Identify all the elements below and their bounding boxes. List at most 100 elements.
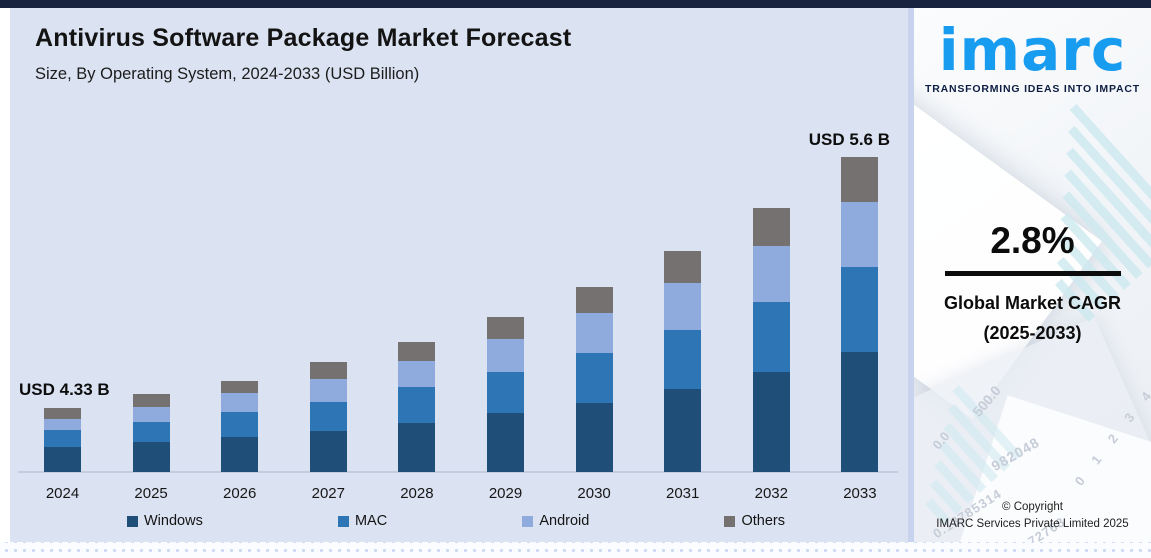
legend-swatch-android	[522, 515, 534, 527]
bar-2030-windows-segment	[575, 403, 613, 472]
legend-swatch-others	[724, 515, 736, 527]
x-axis-line	[18, 471, 898, 473]
legend-label-android: Android	[539, 513, 590, 529]
copyright-line1: © Copyright	[1002, 500, 1063, 513]
bar-2028-others-segment	[398, 342, 436, 361]
x-axis-label-2024: 2024	[45, 485, 80, 502]
bar-2032-others-segment	[752, 208, 790, 246]
bar-2031-mac-segment	[664, 330, 702, 389]
x-axis-label-2027: 2027	[311, 485, 345, 502]
bar-2024-others-segment	[44, 408, 81, 419]
bar-2025-others-segment	[132, 394, 170, 407]
bar-2028-android-segment	[398, 361, 436, 387]
bar-2030-android-segment	[575, 313, 613, 353]
bar-2025-mac-segment	[132, 422, 170, 442]
bar-2026-android-segment	[221, 393, 259, 412]
legend: Windows MAC Android Others	[127, 513, 785, 529]
cagr-block: 2.8% Global Market CAGR (2025-2033)	[914, 220, 1151, 348]
imarc-logo: imarc TRANSFORMING IDEAS INTO IMPACT	[914, 20, 1151, 95]
top-border-strip	[0, 0, 1151, 8]
legend-item-others: Others	[724, 513, 785, 529]
annotation-2033-total: USD 5.6 B	[808, 130, 890, 149]
cagr-value: 2.8%	[990, 220, 1075, 261]
bar-2024	[44, 408, 81, 472]
bar-2025	[132, 394, 170, 472]
bottom-border-strip	[0, 542, 1151, 558]
bar-2028-mac-segment	[398, 387, 436, 423]
bar-2029	[487, 317, 524, 472]
bar-2030-mac-segment	[575, 353, 613, 403]
bar-2025-windows-segment	[132, 442, 170, 472]
cagr-label-line2: (2025-2033)	[983, 322, 1082, 343]
decor-bar	[934, 460, 975, 504]
bar-2032-android-segment	[752, 246, 790, 302]
x-axis-label-2031: 2031	[666, 485, 700, 502]
bar-2028-windows-segment	[398, 423, 436, 472]
bar-2024-android-segment	[44, 419, 81, 430]
chart-panel: Antivirus Software Package Market Foreca…	[10, 8, 908, 542]
bar-2026-others-segment	[221, 381, 259, 393]
x-axis-label-2032: 2032	[754, 485, 788, 502]
legend-swatch-mac	[337, 515, 349, 527]
bar-2032-mac-segment	[752, 302, 790, 372]
copyright-line2: IMARC Services Private Limited 2025	[936, 517, 1129, 530]
bar-2027	[309, 362, 347, 472]
bar-2027-windows-segment	[309, 431, 347, 472]
bar-2027-others-segment	[309, 362, 347, 379]
x-axis-label-2030: 2030	[577, 485, 611, 502]
decor-watermark-number: 0.0	[929, 428, 953, 453]
legend-item-android: Android	[522, 513, 589, 529]
legend-item-mac: MAC	[337, 513, 388, 529]
imarc-tagline: TRANSFORMING IDEAS INTO IMPACT	[925, 82, 1140, 95]
decor-bar	[938, 441, 987, 493]
bar-2032	[752, 208, 790, 472]
cagr-label-line1: Global Market CAGR	[943, 293, 1122, 313]
bar-2029-windows-segment	[487, 413, 524, 472]
bar-2033-windows-segment	[841, 352, 879, 472]
bar-2024-mac-segment	[44, 430, 81, 447]
chart-subtitle: Size, By Operating System, 2024-2033 (US…	[35, 65, 420, 83]
brand-panel: 500.0 0.0 0 1 2 3 4 982048 0.13785314 72768 i…	[908, 8, 1151, 542]
bar-2029-others-segment	[487, 317, 524, 339]
plot-area: 2024 2025 2026 2027 2028 2029 2030 2031 2032 2033	[10, 8, 908, 542]
cagr-divider	[944, 271, 1121, 276]
legend-label-windows: Windows	[144, 513, 203, 529]
decor-bar	[1069, 103, 1151, 237]
decor-watermark-number: 500.0	[969, 382, 1004, 420]
bar-2026-mac-segment	[221, 412, 259, 437]
legend-swatch-windows	[127, 515, 138, 527]
bar-2033-android-segment	[841, 202, 879, 267]
x-axis-label-2029: 2029	[488, 485, 523, 502]
decor-watermark-number: 982048	[988, 433, 1043, 475]
bar-2029-mac-segment	[487, 372, 524, 413]
bar-2033	[841, 157, 879, 472]
bar-2028	[398, 342, 436, 472]
bar-2031-android-segment	[664, 283, 702, 330]
bar-2029-android-segment	[487, 339, 524, 372]
bar-2026-windows-segment	[221, 437, 259, 472]
annotation-2024-total: USD 4.33 B	[19, 380, 110, 399]
bar-2030-others-segment	[575, 287, 613, 313]
chart-title: Antivirus Software Package Market Foreca…	[35, 24, 572, 52]
x-axis-label-2028: 2028	[400, 485, 434, 502]
bar-2030	[575, 287, 613, 472]
x-axis-label-2033: 2033	[843, 485, 877, 502]
bar-2033-others-segment	[841, 157, 879, 202]
bar-2027-android-segment	[309, 379, 347, 402]
imarc-logo-text: imarc	[938, 16, 1127, 84]
bar-2026	[221, 381, 259, 472]
legend-label-mac: MAC	[354, 513, 388, 529]
bar-2024-windows-segment	[44, 447, 81, 472]
bar-2031-windows-segment	[664, 389, 702, 472]
bar-2032-windows-segment	[752, 372, 790, 472]
legend-item-windows: Windows	[127, 513, 203, 529]
bar-2025-android-segment	[132, 407, 170, 422]
x-axis-label-2026: 2026	[223, 485, 257, 502]
copyright: © Copyright IMARC Services Private Limit…	[914, 499, 1151, 534]
bar-2031	[664, 251, 702, 472]
x-axis-label-2025: 2025	[134, 485, 168, 502]
bar-2031-others-segment	[664, 251, 702, 283]
bar-2033-mac-segment	[841, 267, 879, 352]
decor-watermark-number: 0 1 2 3 4	[1071, 382, 1151, 489]
